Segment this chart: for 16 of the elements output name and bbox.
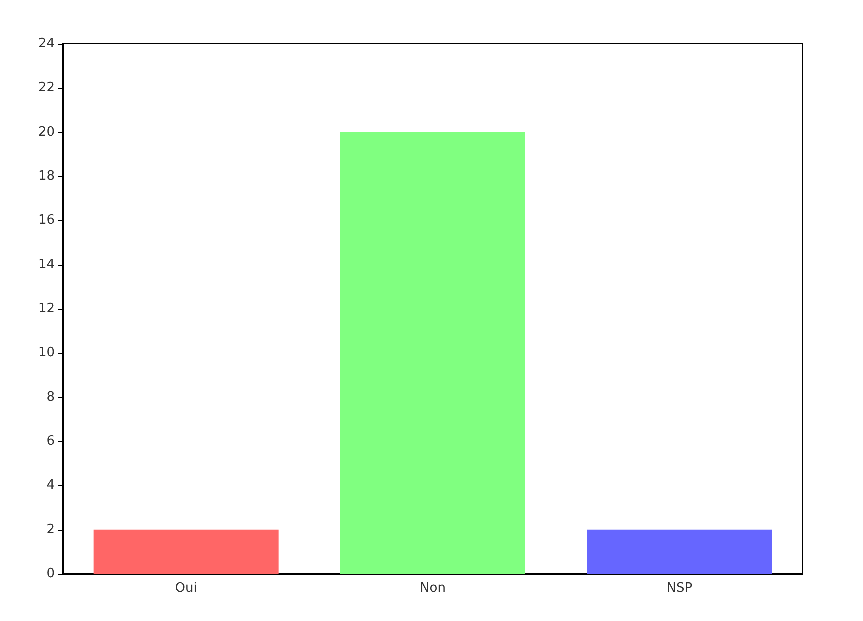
y-tick-label: 22 <box>38 80 55 96</box>
y-tick-label: 10 <box>38 346 55 361</box>
y-tick-label: 4 <box>46 478 55 494</box>
y-tick-label: 6 <box>46 434 55 449</box>
x-tick-label: Non <box>420 581 446 596</box>
x-tick-label: Oui <box>175 581 198 596</box>
y-tick-label: 2 <box>46 522 55 538</box>
y-tick-label: 24 <box>38 36 55 52</box>
y-tick-label: 20 <box>38 124 55 140</box>
y-tick-label: 18 <box>38 169 55 184</box>
y-tick-label: 16 <box>38 213 55 228</box>
y-tick-label: 0 <box>46 566 55 582</box>
y-tick-label: 8 <box>46 390 55 405</box>
y-tick-label: 14 <box>38 257 55 272</box>
x-tick-label: NSP <box>666 581 693 596</box>
y-tick-label: 12 <box>38 302 55 316</box>
